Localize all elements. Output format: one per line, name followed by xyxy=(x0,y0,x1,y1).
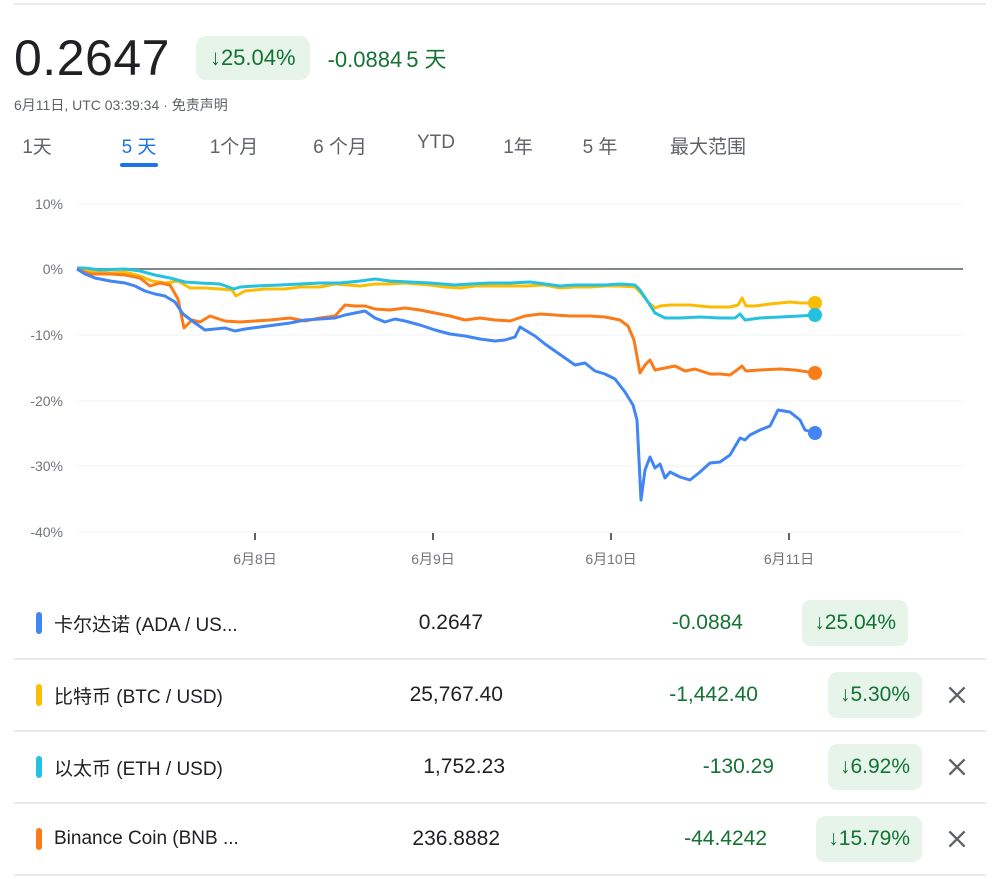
series-color-swatch xyxy=(36,612,42,634)
asset-change: -0.0884 xyxy=(671,611,743,634)
asset-price: 0.2647 xyxy=(418,611,483,634)
tab-5-day[interactable]: 5 天 xyxy=(120,130,158,167)
tab-1-year[interactable]: 1年 xyxy=(503,137,533,158)
series-line-ada xyxy=(76,267,816,502)
series-endpoint-eth xyxy=(808,308,822,322)
series-endpoint-bnb xyxy=(808,366,822,380)
x-tick-label: 6月11日 xyxy=(764,551,814,567)
asset-percent-badge: ↓15.79% xyxy=(816,816,922,862)
tab-1-month[interactable]: 1个月 xyxy=(209,137,259,158)
price-header: 0.2647 ↓25.04% -0.0884 5 天 xyxy=(14,30,447,86)
range-tabs: 1天 5 天 1个月 6 个月 YTD 1年 5 年 最大范围 xyxy=(18,130,750,167)
y-tick-label: -40% xyxy=(30,524,63,540)
asset-name: Binance Coin (BNB ... xyxy=(54,828,239,849)
change-period: 5 天 xyxy=(406,47,447,72)
y-tick-label: 10% xyxy=(35,196,63,212)
tab-5-year[interactable]: 5 年 xyxy=(582,137,618,158)
y-tick-label: -10% xyxy=(30,327,63,343)
table-row[interactable]: 卡尔达诺 (ADA / US... 0.2647 -0.0884 ↓25.04% xyxy=(14,588,986,660)
x-tick-label: 6月8日 xyxy=(233,551,277,567)
series-line-eth xyxy=(77,266,816,322)
y-tick-label: -20% xyxy=(30,393,63,409)
asset-price: 236.8882 xyxy=(412,827,500,850)
percent-change-chip: ↓25.04% xyxy=(195,36,310,80)
asset-name: 卡尔达诺 (ADA / US... xyxy=(54,614,238,636)
series-color-swatch xyxy=(36,828,42,850)
x-tick-label: 6月9日 xyxy=(411,551,455,567)
tab-1-day[interactable]: 1天 xyxy=(22,137,52,158)
table-row[interactable]: Binance Coin (BNB ... 236.8882 -44.4242 … xyxy=(14,804,986,876)
x-tick-label: 6月10日 xyxy=(585,551,636,567)
series-line-btc xyxy=(76,267,815,310)
remove-comparison-close-icon[interactable] xyxy=(944,826,970,852)
gridlines xyxy=(77,203,963,533)
table-row[interactable]: 以太币 (ETH / USD) 1,752.23 -130.29 ↓6.92% xyxy=(14,732,986,804)
y-tick-label: -30% xyxy=(30,458,63,474)
asset-price: 1,752.23 xyxy=(423,755,505,778)
asset-percent-badge: ↓5.30% xyxy=(827,672,922,718)
disclaimer-link[interactable]: 免责声明 xyxy=(171,97,228,113)
timestamp-line: 6月11日, UTC 03:39:34 · 免责声明 xyxy=(14,95,228,115)
series-color-swatch xyxy=(36,756,42,778)
asset-percent-badge: ↓25.04% xyxy=(802,600,908,646)
remove-comparison-close-icon[interactable] xyxy=(944,682,970,708)
asset-name: 比特币 (BTC / USD) xyxy=(54,686,223,708)
asset-name: 以太币 (ETH / USD) xyxy=(54,758,223,780)
tab-ytd[interactable]: YTD xyxy=(417,132,455,153)
timestamp: 6月11日, UTC 03:39:34 · xyxy=(14,97,172,113)
series-endpoint-ada xyxy=(808,426,822,440)
top-divider xyxy=(14,3,986,5)
remove-comparison-close-icon[interactable] xyxy=(944,754,970,780)
x-ticks xyxy=(254,533,790,540)
asset-price: 25,767.40 xyxy=(409,683,503,706)
absolute-change: -0.0884 5 天 xyxy=(324,42,447,74)
asset-percent-badge: ↓6.92% xyxy=(827,744,922,790)
series-color-swatch xyxy=(36,684,42,706)
absolute-change-value: -0.0884 xyxy=(327,47,403,72)
table-row[interactable]: 比特币 (BTC / USD) 25,767.40 -1,442.40 ↓5.3… xyxy=(14,660,986,732)
current-price: 0.2647 xyxy=(14,30,170,86)
tab-6-month[interactable]: 6 个月 xyxy=(313,137,367,158)
comparison-line-chart[interactable]: 10% 0% -10% -20% -30% -40% 6月8日 6月9日 6月1… xyxy=(0,185,1000,580)
asset-change: -44.4242 xyxy=(684,827,767,850)
comparison-table: 卡尔达诺 (ADA / US... 0.2647 -0.0884 ↓25.04%… xyxy=(14,588,986,876)
tab-max[interactable]: 最大范围 xyxy=(669,137,746,158)
y-tick-label: 0% xyxy=(43,261,63,277)
asset-change: -1,442.40 xyxy=(669,683,758,706)
asset-change: -130.29 xyxy=(702,755,774,778)
series-endpoint-btc xyxy=(808,296,822,310)
